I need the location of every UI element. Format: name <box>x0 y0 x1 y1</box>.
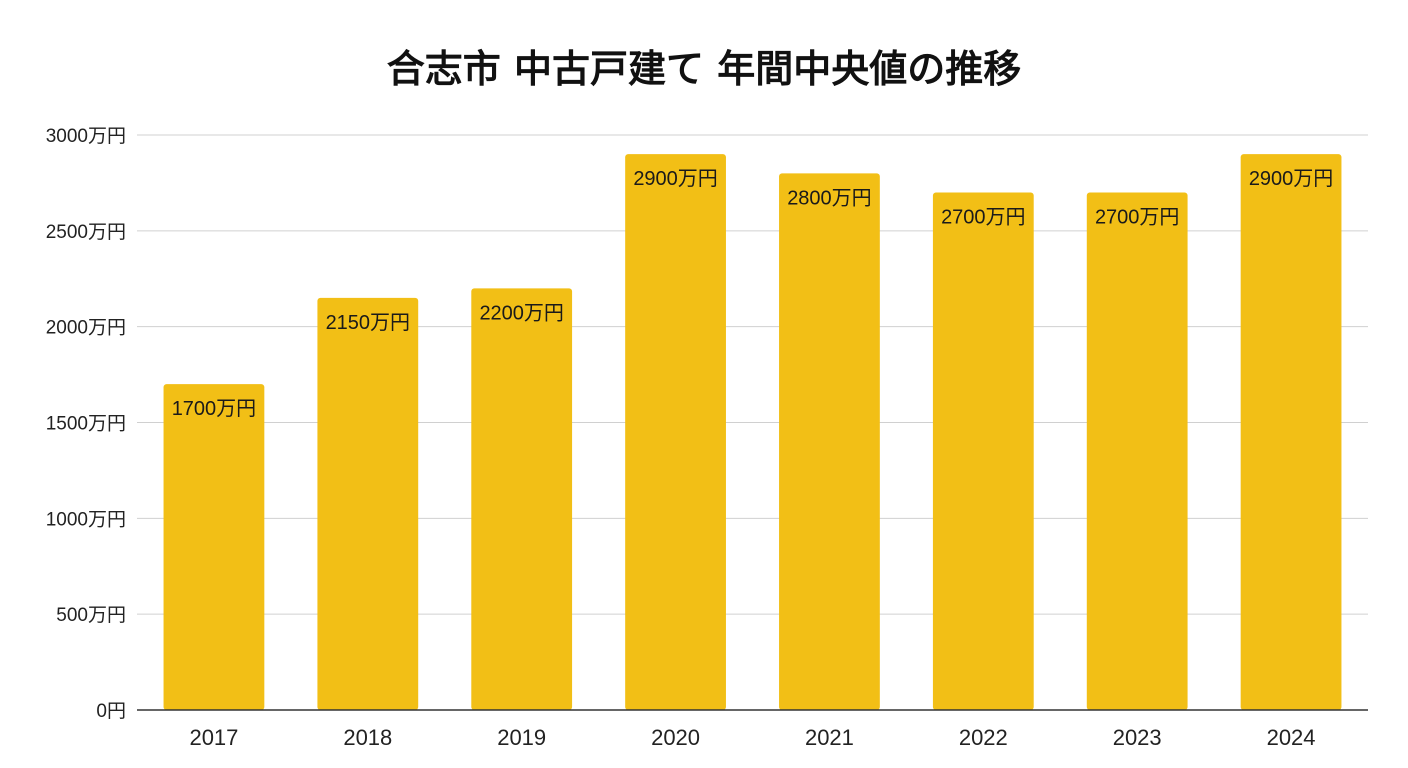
bar <box>1240 154 1342 710</box>
bar <box>163 384 265 710</box>
data-label: 2800万円 <box>787 187 872 209</box>
data-labels: 1700万円 2150万円 2200万円 2900万円 2800万円 2700万円 2700… <box>172 168 1334 420</box>
x-tick-label: 2021 <box>805 725 854 750</box>
x-tick-label: 2020 <box>651 725 700 750</box>
bar <box>471 288 573 710</box>
data-label: 2900万円 <box>1249 168 1334 190</box>
y-tick-label: 2000万円 <box>46 318 126 339</box>
data-label: 2900万円 <box>633 168 718 190</box>
data-label: 2700万円 <box>941 207 1026 229</box>
y-tick-label: 500万円 <box>56 605 126 626</box>
x-tick-label: 2019 <box>497 725 546 750</box>
data-label: 2200万円 <box>479 302 564 324</box>
data-label: 2150万円 <box>326 312 411 334</box>
y-tick-label: 2500万円 <box>46 222 126 243</box>
bar <box>317 297 419 710</box>
x-tick-label: 2024 <box>1267 725 1316 750</box>
x-tick-label: 2022 <box>959 725 1008 750</box>
x-tick-label: 2023 <box>1113 725 1162 750</box>
bar <box>1086 192 1188 710</box>
data-label: 1700万円 <box>172 398 257 420</box>
x-tick-label: 2018 <box>343 725 392 750</box>
chart-title: 合志市 中古戸建て 年間中央値の推移 <box>386 47 1022 91</box>
y-tick-label: 1500万円 <box>46 414 126 435</box>
y-tick-label: 3000万円 <box>46 126 126 147</box>
data-label: 2700万円 <box>1095 207 1180 229</box>
axes: 0円 500万円 1000万円 1500万円 2000万円 2500万円 3000万円 201… <box>46 126 1368 750</box>
bars <box>163 154 1342 711</box>
bar <box>625 154 726 710</box>
y-tick-label: 1000万円 <box>46 509 126 530</box>
bar <box>779 173 880 711</box>
bar <box>932 192 1034 710</box>
x-tick-label: 2017 <box>189 725 238 750</box>
y-tick-label: 0円 <box>96 701 126 722</box>
